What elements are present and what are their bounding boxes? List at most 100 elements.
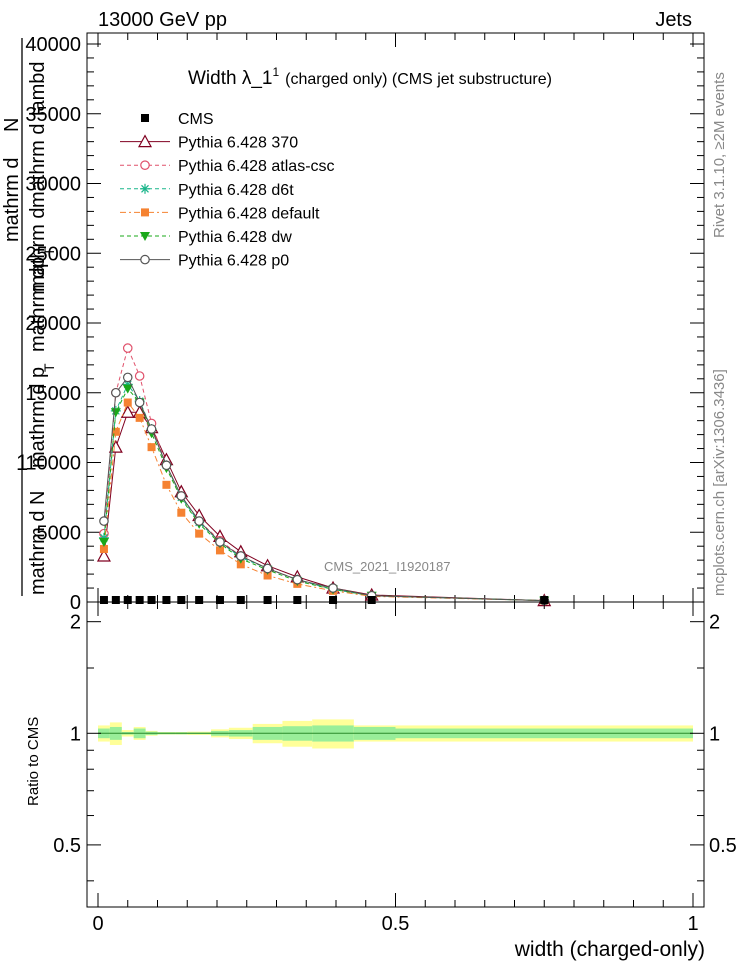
data-point xyxy=(147,443,156,452)
legend-label: Pythia 6.428 p0 xyxy=(178,253,289,270)
x-tick-label: 0.5 xyxy=(382,913,410,935)
x-axis-label: width (charged-only) xyxy=(514,938,705,961)
data-point xyxy=(146,424,157,434)
legend-label: CMS xyxy=(178,111,214,128)
series-line xyxy=(103,383,545,602)
legend-marker xyxy=(140,232,150,241)
series-cms xyxy=(99,596,549,604)
ratio-y-tick-label-right: 2 xyxy=(709,612,720,634)
data-point xyxy=(96,548,111,562)
data-point xyxy=(123,398,132,407)
data-point xyxy=(367,596,376,604)
x-tick-label: 1 xyxy=(687,913,698,935)
ratio-y-tick-labels: 0.5 1 2 xyxy=(53,612,81,857)
y-tick-label: 10000 xyxy=(25,453,81,475)
plot-title: Width λ_11 (charged only) (CMS jet substr… xyxy=(188,65,552,89)
rivet-label: Rivet 3.1.10, ≥2M events xyxy=(711,72,728,238)
data-point xyxy=(292,574,303,585)
legend-marker xyxy=(141,208,149,217)
y-label-part-0: mathrm d N xyxy=(27,491,49,595)
data-point xyxy=(147,596,156,604)
y-label-part-4: mathrm d xyxy=(27,208,49,292)
data-point xyxy=(215,537,225,547)
y-label-part-5: mathrm d xyxy=(27,124,49,208)
y-tick-label: 0 xyxy=(70,592,81,614)
data-point xyxy=(162,480,171,489)
data-point xyxy=(134,371,145,381)
y-label-part-6: mathrm d xyxy=(1,158,23,242)
y-label-part-10: lambd xyxy=(27,62,49,116)
series-line xyxy=(103,401,545,602)
legend-marker xyxy=(140,183,150,194)
data-point xyxy=(177,596,186,604)
x-tick-label: 0 xyxy=(92,913,103,935)
legend-entry: Pythia 6.428 370 xyxy=(120,134,298,152)
legend-marker xyxy=(137,134,153,148)
legend-entry: Pythia 6.428 p0 xyxy=(120,253,289,270)
data-point xyxy=(195,529,204,538)
data-point xyxy=(162,596,171,604)
ratio-y-label: Ratio to CMS xyxy=(25,717,42,806)
x-tick-labels: 0 0.5 1 xyxy=(92,913,698,935)
data-point xyxy=(135,596,144,604)
data-point xyxy=(540,596,549,604)
legend-entry: CMS xyxy=(141,111,214,128)
data-point xyxy=(161,460,172,471)
data-point xyxy=(293,596,302,604)
ratio-y-tick-label: 2 xyxy=(70,612,81,634)
y-tick-label: 15000 xyxy=(25,383,81,405)
legend-label: Pythia 6.428 370 xyxy=(178,135,298,152)
data-point xyxy=(122,343,133,353)
y-label-part-3: mathrm d xyxy=(27,268,49,352)
legend-label: Pythia 6.428 atlas-csc xyxy=(178,158,335,175)
header-right: Jets xyxy=(655,9,692,31)
legend-label: Pythia 6.428 default xyxy=(178,205,320,222)
main-y-label: 1 mathrm d N mathrm d p T mathrm d mathr… xyxy=(1,38,57,596)
data-point xyxy=(236,560,245,569)
data-point xyxy=(263,571,272,580)
legend-entry: Pythia 6.428 dw xyxy=(120,229,292,246)
data-point xyxy=(99,596,108,604)
series-pythia-6-428-370 xyxy=(96,405,552,607)
analysis-watermark: CMS_2021_I1920187 xyxy=(324,559,451,574)
y-tick-label: 40000 xyxy=(25,34,81,56)
y-label-part-8: p xyxy=(27,257,49,268)
data-point xyxy=(123,596,132,604)
series-line xyxy=(103,346,545,602)
ratio-plot-frame xyxy=(86,601,705,908)
series-pythia-6-428-p0 xyxy=(99,372,550,606)
legend: CMS Pythia 6.428 370 Pythia 6.428 atlas-cs… xyxy=(120,111,335,270)
main-axis-ticks xyxy=(87,33,704,603)
header-left: 13000 GeV pp xyxy=(98,9,227,31)
ratio-y-tick-labels-right: 0.5 1 2 xyxy=(709,612,737,857)
legend-label: Pythia 6.428 d6t xyxy=(178,182,294,199)
y-tick-label: 5000 xyxy=(37,522,82,544)
ratio-y-tick-label-right: 0.5 xyxy=(709,835,737,857)
data-point xyxy=(111,387,121,398)
y-label-part-1: mathrm d p xyxy=(27,367,49,468)
ratio-bands xyxy=(98,719,693,749)
plot-title-sup: 1 xyxy=(272,65,279,79)
legend-marker xyxy=(141,114,149,122)
data-point xyxy=(236,551,246,561)
data-point xyxy=(122,372,133,383)
data-point xyxy=(99,544,108,553)
data-point xyxy=(135,413,144,422)
data-point xyxy=(329,596,338,604)
legend-label: Pythia 6.428 dw xyxy=(178,229,292,246)
data-point xyxy=(328,583,338,593)
data-point xyxy=(111,596,120,604)
y-label-part-9: T xyxy=(41,247,57,256)
legend-marker xyxy=(140,254,150,265)
data-point xyxy=(110,408,121,418)
data-point xyxy=(177,508,186,517)
series-layer xyxy=(96,343,552,607)
data-point xyxy=(194,516,204,526)
y-tick-label: 20000 xyxy=(25,313,81,335)
data-point xyxy=(134,397,145,408)
data-point xyxy=(111,427,120,436)
ratio-axis-ticks xyxy=(87,602,704,907)
legend-entry: Pythia 6.428 atlas-csc xyxy=(120,158,335,175)
data-point xyxy=(215,596,224,604)
legend-entry: Pythia 6.428 default xyxy=(120,205,320,222)
